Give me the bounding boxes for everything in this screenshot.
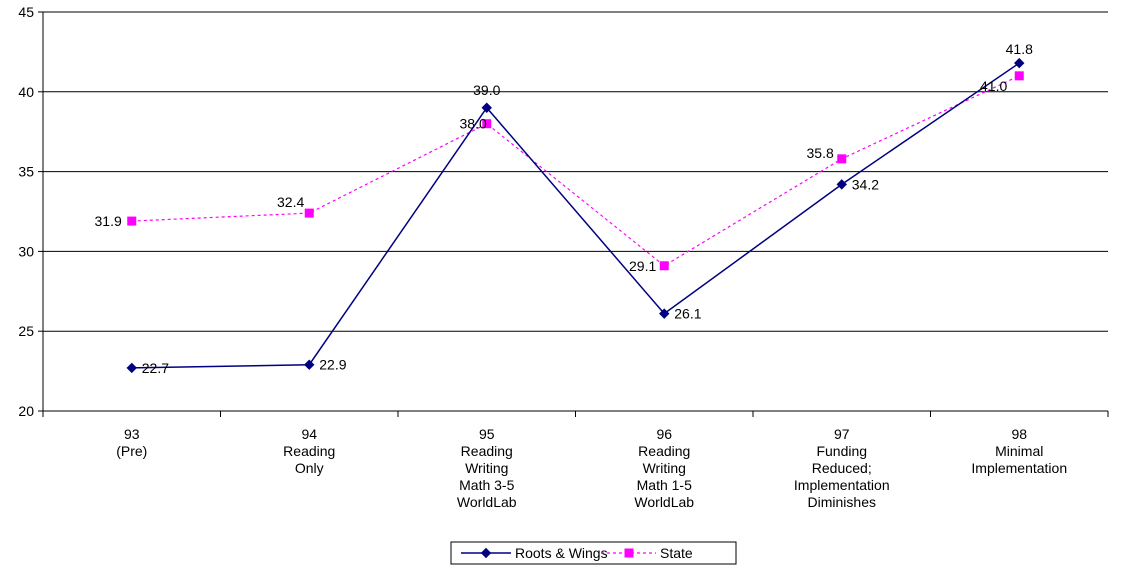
x-tick-label: 98 Minimal Implementation — [971, 426, 1067, 476]
data-labels: 22.7 22.9 39.0 26.1 34.2 41.8 31.9 32.4 38.0 29.1… — [95, 41, 1034, 376]
data-label: 39.0 — [473, 82, 500, 98]
x-tick-label: 95 Reading Writing Math 3-5 WorldLab — [457, 426, 517, 510]
data-label: 41.0 — [980, 78, 1007, 94]
data-label: 26.1 — [674, 306, 701, 322]
x-tick-label-line: 96 — [656, 426, 672, 442]
x-tick-label-line: (Pre) — [116, 443, 147, 459]
x-tick-label-line: Math 3-5 — [459, 477, 514, 493]
series-group — [126, 57, 1025, 374]
data-point — [837, 154, 847, 164]
y-tick-label: 20 — [18, 403, 34, 419]
data-label: 35.8 — [807, 145, 834, 161]
series-line-state — [131, 75, 1020, 267]
x-tick-label-line: Writing — [643, 460, 686, 476]
x-tick-label-line: Implementation — [794, 477, 890, 493]
data-label: 29.1 — [629, 258, 656, 274]
x-tick-label: 94 Reading Only — [283, 426, 335, 476]
data-label: 32.4 — [277, 194, 304, 210]
data-point — [304, 208, 314, 218]
y-tick-label: 30 — [18, 243, 34, 259]
legend-box — [450, 541, 737, 565]
data-label: 22.7 — [142, 360, 169, 376]
data-label: 38.0 — [460, 116, 487, 132]
data-point — [482, 119, 492, 129]
x-tick-label-line: Diminishes — [808, 494, 876, 510]
x-tick-label-line: Reading — [283, 443, 335, 459]
data-label: 22.9 — [319, 357, 346, 373]
y-tick-label: 40 — [18, 84, 34, 100]
gridlines — [43, 11, 1108, 332]
data-point — [1014, 57, 1025, 69]
y-tick-label: 25 — [18, 323, 34, 339]
x-tick-label-line: Minimal — [995, 443, 1043, 459]
x-tick-label-line: Only — [295, 460, 324, 476]
data-point — [1014, 71, 1024, 81]
x-tick-label: 96 Reading Writing Math 1-5 WorldLab — [634, 426, 694, 510]
y-tick-label: 35 — [18, 164, 34, 180]
x-tick-label-line: WorldLab — [634, 494, 694, 510]
data-point — [659, 308, 670, 319]
legend-label: Roots & Wings — [515, 545, 608, 561]
x-tick-label: 97 Funding Reduced; Implementation Diminishe… — [794, 426, 890, 510]
data-point — [481, 102, 492, 113]
x-tick-label-line: 98 — [1011, 426, 1027, 442]
x-tick-label-line: Math 1-5 — [637, 477, 692, 493]
series-line-roots-wings — [131, 62, 1020, 369]
data-label: 34.2 — [852, 176, 879, 192]
data-point — [126, 362, 137, 374]
legend-label: State — [660, 545, 693, 561]
data-point — [836, 179, 847, 190]
x-tick-label-line: Reading — [461, 443, 513, 459]
data-label: 41.8 — [1006, 41, 1033, 57]
y-axis-ticks: 20 25 30 35 40 45 — [18, 4, 43, 419]
x-tick-label-line: 93 — [124, 426, 140, 442]
legend-marker — [624, 548, 634, 558]
legend: Roots & Wings State — [450, 541, 737, 565]
x-tick-label-line: Reading — [638, 443, 690, 459]
x-tick-label-line: Writing — [465, 460, 508, 476]
x-tick-label-line: 94 — [301, 426, 317, 442]
x-tick-label-line: Funding — [816, 443, 867, 459]
data-point — [304, 359, 315, 370]
data-point — [127, 216, 137, 226]
data-label: 31.9 — [95, 213, 122, 229]
x-tick-label-line: Reduced; — [812, 460, 872, 476]
data-point — [659, 261, 669, 271]
x-tick-label: 93 (Pre) — [116, 426, 147, 459]
y-tick-label: 45 — [18, 4, 34, 20]
x-tick-label-line: 95 — [479, 426, 495, 442]
x-tick-label-line: Implementation — [971, 460, 1067, 476]
x-tick-label-line: 97 — [834, 426, 850, 442]
x-tick-label-line: WorldLab — [457, 494, 517, 510]
legend-marker — [480, 547, 492, 559]
